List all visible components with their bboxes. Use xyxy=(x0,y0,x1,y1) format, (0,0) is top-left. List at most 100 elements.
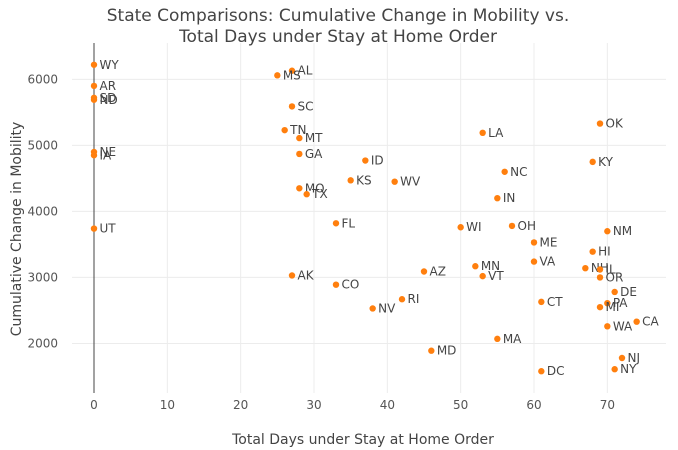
data-point-label: AR xyxy=(100,79,117,93)
data-point[interactable] xyxy=(296,150,303,158)
data-point-label: NY xyxy=(620,362,637,376)
data-point[interactable] xyxy=(288,103,296,110)
data-point[interactable] xyxy=(303,191,310,198)
data-point[interactable] xyxy=(332,220,340,227)
data-point[interactable] xyxy=(428,347,435,354)
data-point-label: OK xyxy=(606,117,624,131)
data-point-label: OR xyxy=(606,270,624,284)
data-point-label: UT xyxy=(100,222,117,236)
data-point[interactable] xyxy=(596,266,604,273)
x-tick-label: 10 xyxy=(160,398,175,412)
data-point[interactable] xyxy=(472,263,479,270)
data-point[interactable] xyxy=(362,157,369,164)
data-point-label: AZ xyxy=(430,264,446,278)
data-point[interactable] xyxy=(494,335,501,343)
data-point[interactable] xyxy=(369,305,376,312)
data-point[interactable] xyxy=(90,152,98,159)
data-point[interactable] xyxy=(281,126,288,134)
chart-title-line-2: Total Days under Stay at Home Order xyxy=(178,27,497,47)
data-point[interactable] xyxy=(530,258,538,265)
y-tick-label: 2000 xyxy=(27,336,58,350)
data-point-label: DC xyxy=(547,364,565,378)
data-point[interactable] xyxy=(347,177,354,184)
data-point[interactable] xyxy=(296,185,303,192)
data-point[interactable] xyxy=(274,72,281,79)
data-point[interactable] xyxy=(596,303,604,311)
data-point-label: TN xyxy=(289,123,306,137)
data-point-label: NE xyxy=(100,145,117,159)
y-tick-label: 5000 xyxy=(27,138,58,152)
data-point[interactable] xyxy=(479,272,486,280)
data-point[interactable] xyxy=(391,178,398,185)
data-point[interactable] xyxy=(90,225,98,232)
data-point-label: ID xyxy=(371,154,384,168)
x-tick-label: 30 xyxy=(306,398,321,412)
data-point[interactable] xyxy=(589,158,596,166)
data-point[interactable] xyxy=(296,134,303,142)
data-point-label: OH xyxy=(518,219,536,233)
data-point[interactable] xyxy=(589,248,596,255)
data-point-label: ME xyxy=(540,235,558,249)
data-point-label: WV xyxy=(400,175,421,189)
data-point[interactable] xyxy=(633,318,640,325)
y-tick-label: 3000 xyxy=(27,270,58,284)
x-axis-ticks: 0 10 20 30 40 50 60 70 xyxy=(90,398,615,412)
data-point[interactable] xyxy=(611,288,618,296)
data-point[interactable] xyxy=(596,274,604,281)
data-point-label: CA xyxy=(642,315,659,329)
data-point[interactable] xyxy=(530,239,538,246)
data-point[interactable] xyxy=(538,298,545,306)
data-point[interactable] xyxy=(508,222,516,230)
data-point-label: KS xyxy=(356,173,372,187)
data-point[interactable] xyxy=(288,272,296,279)
data-point[interactable] xyxy=(604,299,611,307)
data-point[interactable] xyxy=(398,296,406,303)
data-point-label: GA xyxy=(305,147,323,161)
data-point-label: MN xyxy=(481,259,500,273)
data-point-label: IA xyxy=(100,148,113,162)
data-point-label: AK xyxy=(298,268,315,282)
data-point-label: FL xyxy=(342,216,356,230)
data-point-label: ND xyxy=(100,93,118,107)
y-tick-label: 6000 xyxy=(27,72,58,86)
data-point[interactable] xyxy=(604,323,611,330)
data-point[interactable] xyxy=(582,264,589,272)
data-point[interactable] xyxy=(618,354,626,362)
x-tick-label: 20 xyxy=(233,398,248,412)
x-tick-label: 60 xyxy=(526,398,541,412)
chart-title-line-1: State Comparisons: Cumulative Change in … xyxy=(107,6,569,26)
x-tick-label: 0 xyxy=(90,398,98,412)
data-point-label: VA xyxy=(540,255,556,269)
data-point[interactable] xyxy=(457,224,464,231)
data-point-label: HI xyxy=(598,245,611,259)
data-point-label: SC xyxy=(298,99,314,113)
y-tick-label: 4000 xyxy=(27,204,58,218)
data-point-label: MS xyxy=(283,68,301,82)
data-point[interactable] xyxy=(596,120,604,127)
data-point-label: CT xyxy=(547,295,563,309)
data-point-label: MD xyxy=(437,344,457,358)
data-point[interactable] xyxy=(90,96,98,103)
x-axis-title: Total Days under Stay at Home Order xyxy=(231,432,494,448)
data-point[interactable] xyxy=(604,228,611,235)
data-point-label: LA xyxy=(488,126,504,140)
data-point[interactable] xyxy=(90,61,98,68)
data-point[interactable] xyxy=(611,366,618,373)
data-point[interactable] xyxy=(538,368,545,375)
data-point[interactable] xyxy=(501,168,508,175)
data-point[interactable] xyxy=(420,268,428,275)
data-point-label: SD xyxy=(100,91,117,105)
data-point[interactable] xyxy=(479,129,486,137)
data-point[interactable] xyxy=(332,281,340,288)
x-tick-label: 70 xyxy=(600,398,615,412)
data-point-label: WI xyxy=(466,220,481,234)
data-point-label: IN xyxy=(503,191,516,205)
data-point[interactable] xyxy=(90,82,98,90)
data-point[interactable] xyxy=(494,194,501,202)
data-point-label: MO xyxy=(305,181,325,195)
data-point[interactable] xyxy=(288,67,296,74)
data-point-label: NC xyxy=(510,165,527,179)
data-point-label: MT xyxy=(305,131,323,145)
